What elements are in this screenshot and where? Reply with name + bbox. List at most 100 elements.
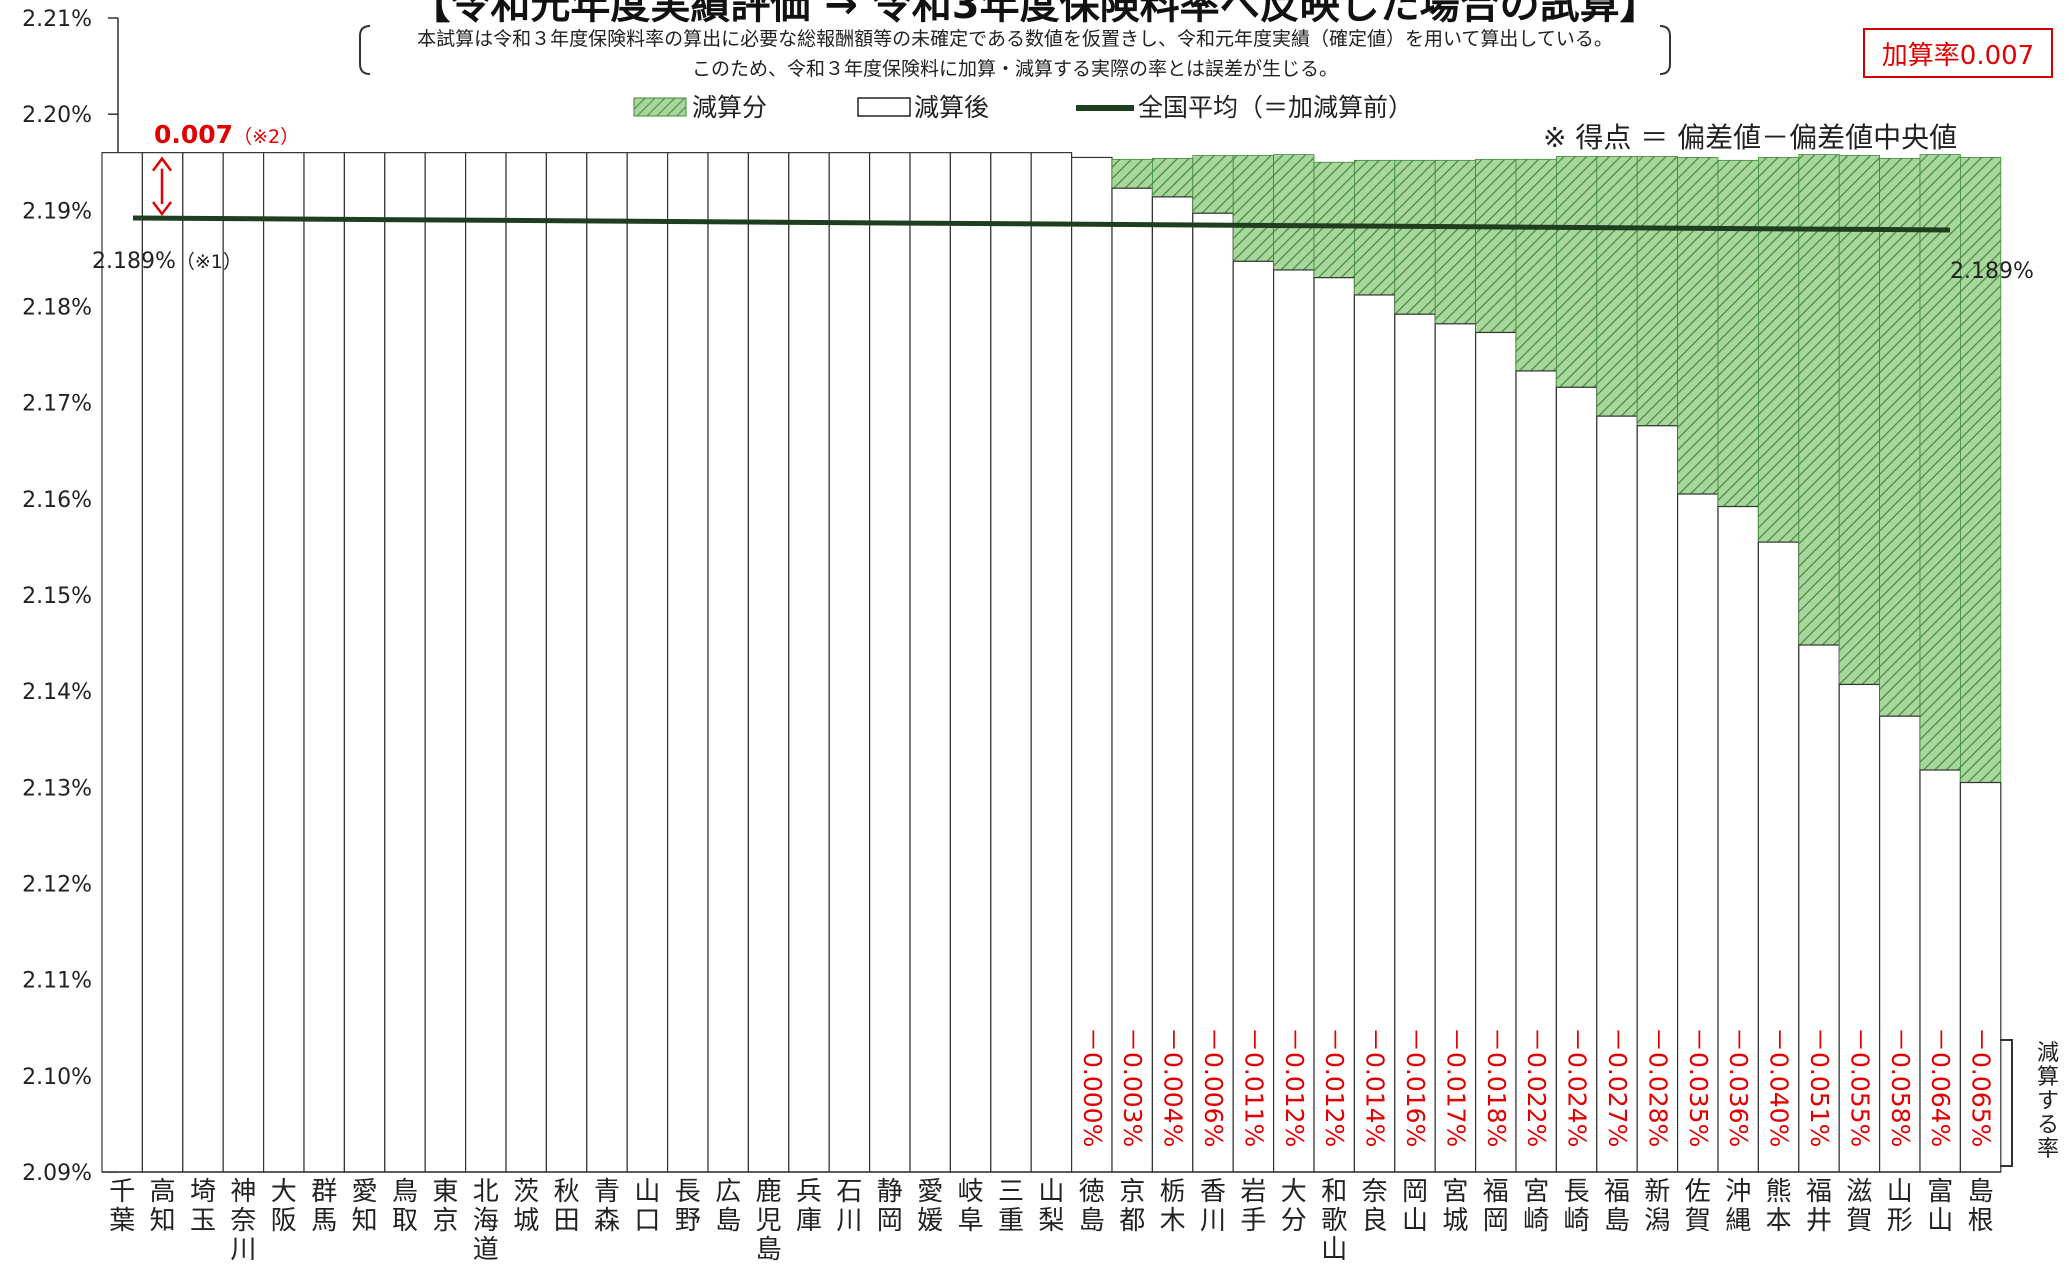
bar-after-segment [990,152,1032,1173]
bar-reduction-segment [1919,154,1961,771]
x-tick-label: 香川 [1200,1177,1226,1236]
y-tick-label: 2.17% [22,392,92,417]
x-tick-label: 北海道 [473,1177,499,1265]
bar-after-segment [1030,152,1073,1173]
reduction-value-label: －0.006% [1199,1027,1228,1147]
y-tick-label: 2.10% [22,1065,92,1090]
x-tick-label: 埼玉 [190,1177,216,1236]
x-tick-label: 岩手 [1240,1177,1266,1236]
legend-swatch-reduction [633,97,687,117]
note-bracket-left [359,25,371,75]
add-rate-arrow [152,156,172,217]
x-tick-label: 長野 [675,1177,701,1236]
reduce-rate-bracket [2000,1039,2013,1167]
bar-after-segment [424,152,467,1173]
note-line-2: このため、令和３年度保険料に加算・減算する実際の率とは誤差が生じる。 [692,58,1338,80]
bar-after-segment [1192,212,1234,1173]
reduction-value-label: －0.016% [1401,1027,1430,1147]
bar-after-segment [263,152,305,1173]
reduction-value-label: －0.036% [1724,1027,1753,1147]
reduction-value-label: －0.017% [1441,1027,1470,1147]
bar-after-segment [1070,156,1113,1173]
x-tick-label: 青森 [594,1177,620,1236]
x-tick-label: 石川 [836,1177,862,1236]
add-rate-box: 加算率0.007 [1863,28,2053,78]
x-tick-label: 福岡 [1483,1177,1509,1236]
bar-reduction-segment [1636,156,1678,427]
bar-reduction-segment [1556,156,1598,388]
x-tick-label: 福井 [1806,1177,1832,1236]
bar-reduction-segment [1475,158,1517,333]
reduction-value-label: －0.012% [1280,1027,1309,1147]
reduce-rate-text: 減算する率 [2037,1041,2059,1162]
note-line-1: 本試算は令和３年度保険料率の算出に必要な総報酬額等の未確定である数値を仮置きし、… [417,28,1613,50]
x-tick-label: 長崎 [1564,1177,1590,1236]
add-rate-ref: （※2） [233,126,299,148]
bar-after-segment [182,152,224,1173]
reduction-value-label: －0.004% [1159,1027,1188,1147]
average-line-group [132,215,1951,233]
y-tick-label: 2.11% [22,969,92,994]
y-tick-label: 2.20% [22,103,92,128]
x-tick-label: 兵庫 [796,1177,822,1236]
bar-after-segment [1717,505,1760,1173]
x-tick-label: 岡山 [1402,1177,1428,1236]
reduction-value-label: －0.040% [1765,1027,1794,1147]
x-tick-label: 鳥取 [392,1177,418,1236]
x-tick-label: 富山 [1927,1177,1953,1236]
bar-reduction-segment [1596,156,1638,417]
x-tick-label: 島根 [1968,1177,1994,1236]
bar-reduction-segment [1111,158,1153,189]
bar-reduction-segment [1394,159,1436,315]
reduction-value-label: －0.003% [1118,1027,1147,1147]
bar-after-segment [909,152,952,1173]
x-tick-label: 滋賀 [1846,1177,1872,1236]
bar-after-segment [1313,277,1356,1173]
reduction-value-label: －0.024% [1563,1027,1592,1147]
x-tick-label: 愛知 [352,1177,378,1236]
x-tick-label: 千葉 [109,1177,135,1236]
y-tick-label: 2.19% [22,199,92,224]
legend-swatch-after [857,97,911,117]
average-left-value: 2.189% [92,249,176,274]
bar-after-segment [586,152,628,1173]
bar-after-segment [1959,781,2002,1173]
bar-reduction-segment [1273,154,1315,271]
x-tick-label: 大阪 [271,1177,297,1236]
bar-after-segment [1151,196,1194,1173]
average-line [132,215,1951,233]
bar-reduction-segment [1677,157,1719,495]
bar-after-segment [707,152,750,1173]
reduction-value-label: －0.028% [1643,1027,1672,1147]
x-tick-label: 三重 [998,1177,1024,1236]
y-tick-label: 2.18% [22,296,92,321]
bar-reduction-segment [1717,159,1759,507]
bar-after-segment [384,152,426,1173]
x-tick-label: 京都 [1119,1177,1145,1236]
bar-reduction-segment [1152,158,1194,198]
bar-after-segment [1434,323,1477,1173]
x-tick-label: 広島 [715,1177,741,1236]
bar-after-segment [1798,644,1840,1173]
bar-reduction-segment [1515,158,1557,372]
x-tick-label: 山形 [1887,1177,1913,1236]
bar-after-segment [1272,269,1315,1173]
bar-after-segment [505,152,548,1173]
bar-reduction-segment [1434,159,1476,325]
reduction-value-label: －0.000% [1078,1027,1107,1147]
x-tick-label: 東京 [432,1177,458,1236]
bars-group [101,152,2002,1173]
y-tick-label: 2.14% [22,680,92,705]
note-bracket-right [1659,25,1671,75]
x-tick-label: 宮城 [1442,1177,1468,1236]
average-label-right: 2.189% [1950,259,2034,284]
y-tick-label: 2.16% [22,488,92,513]
bar-after-segment [1515,370,1558,1173]
reduction-value-label: －0.018% [1482,1027,1511,1147]
x-tick-label: 沖縄 [1725,1177,1751,1236]
bar-reduction-segment [1313,161,1355,279]
bar-after-segment [949,152,992,1173]
bar-reduction-segment [1960,157,2002,783]
bar-after-segment [222,152,265,1173]
bar-after-segment [303,152,346,1173]
